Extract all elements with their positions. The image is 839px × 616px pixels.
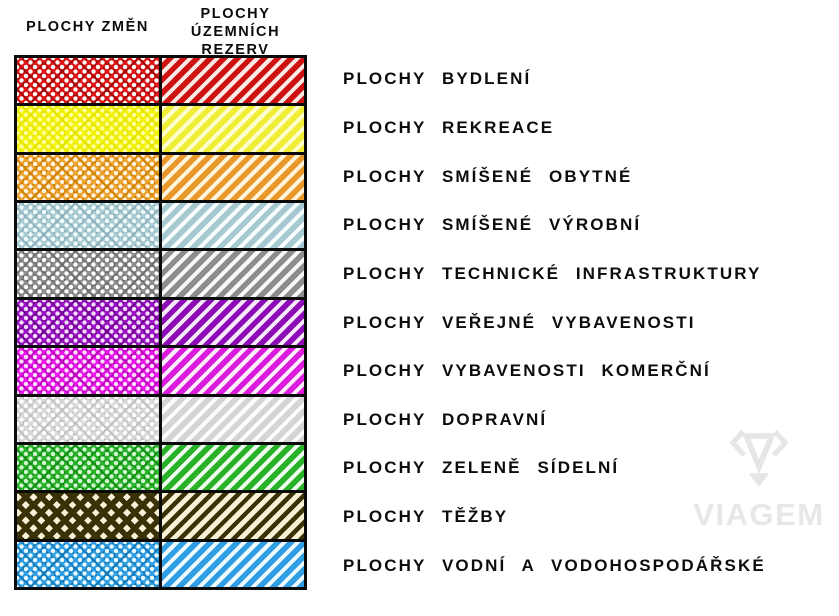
swatch-reserves-zelene-sidelni (162, 444, 304, 491)
legend-label-vybavenosti-komercni: PLOCHY VYBAVENOSTI KOMERČNÍ (343, 361, 711, 381)
swatch-changes-vybavenosti-komercni (17, 348, 159, 394)
viagem-watermark: VIAGEM (683, 428, 835, 533)
swatch-reserves-bydleni (162, 58, 304, 104)
legend-label-zelene-sidelni: PLOCHY ZELENĚ SÍDELNÍ (343, 458, 620, 478)
swatch-changes-rekreace (17, 106, 159, 152)
legend-label-rekreace: PLOCHY REKREACE (343, 117, 555, 137)
diamond-gem-icon (727, 428, 791, 495)
legend-label-technicke-infrastruktury: PLOCHY TECHNICKÉ INFRASTRUKTURY (343, 263, 762, 283)
swatch-reserves-vodni (162, 541, 304, 587)
swatch-reserves-technicke-infrastruktury (162, 251, 304, 297)
swatch-changes-smisene-obytne (17, 154, 159, 201)
legend-label-bydleni: PLOCHY BYDLENÍ (343, 69, 532, 89)
swatch-reserves-tezby (162, 493, 304, 539)
column-header-reserves-line2: ÚZEMNÍCH REZERV (190, 24, 281, 59)
column-header-changes: PLOCHY ZMĚN (26, 19, 149, 35)
legend-labels: PLOCHY BYDLENÍ PLOCHY REKREACE PLOCHY SM… (343, 55, 833, 590)
swatch-changes-dopravni (17, 396, 159, 442)
column-header-reserves-line1: PLOCHY (200, 6, 271, 22)
swatch-reserves-vybavenosti-komercni (162, 348, 304, 394)
swatch-reserves-verejne-vybavenosti (162, 299, 304, 346)
swatch-reserves-smisene-vyrobni (162, 203, 304, 249)
column-header-reserves: PLOCHY ÚZEMNÍCH REZERV (164, 5, 307, 59)
viagem-watermark-text: VIAGEM (693, 497, 825, 532)
legend-label-smisene-obytne: PLOCHY SMÍŠENÉ OBYTNÉ (343, 166, 633, 186)
swatch-reserves-dopravni (162, 396, 304, 442)
swatch-changes-zelene-sidelni (17, 444, 159, 491)
legend-label-verejne-vybavenosti: PLOCHY VEŘEJNÉ VYBAVENOSTI (343, 312, 696, 332)
swatch-changes-smisene-vyrobni (17, 203, 159, 249)
legend-swatch-table (14, 55, 307, 590)
swatch-changes-verejne-vybavenosti (17, 299, 159, 346)
swatch-changes-tezby (17, 493, 159, 539)
legend-label-tezby: PLOCHY TĚŽBY (343, 507, 509, 527)
swatch-changes-bydleni (17, 58, 159, 104)
legend-label-dopravni: PLOCHY DOPRAVNÍ (343, 409, 548, 429)
swatch-changes-technicke-infrastruktury (17, 251, 159, 297)
swatch-reserves-smisene-obytne (162, 154, 304, 201)
legend-label-vodni: PLOCHY VODNÍ A VODOHOSPODÁŘSKÉ (343, 555, 766, 575)
swatch-reserves-rekreace (162, 106, 304, 152)
swatch-changes-vodni (17, 541, 159, 587)
legend-label-smisene-vyrobni: PLOCHY SMÍŠENÉ VÝROBNÍ (343, 215, 642, 235)
